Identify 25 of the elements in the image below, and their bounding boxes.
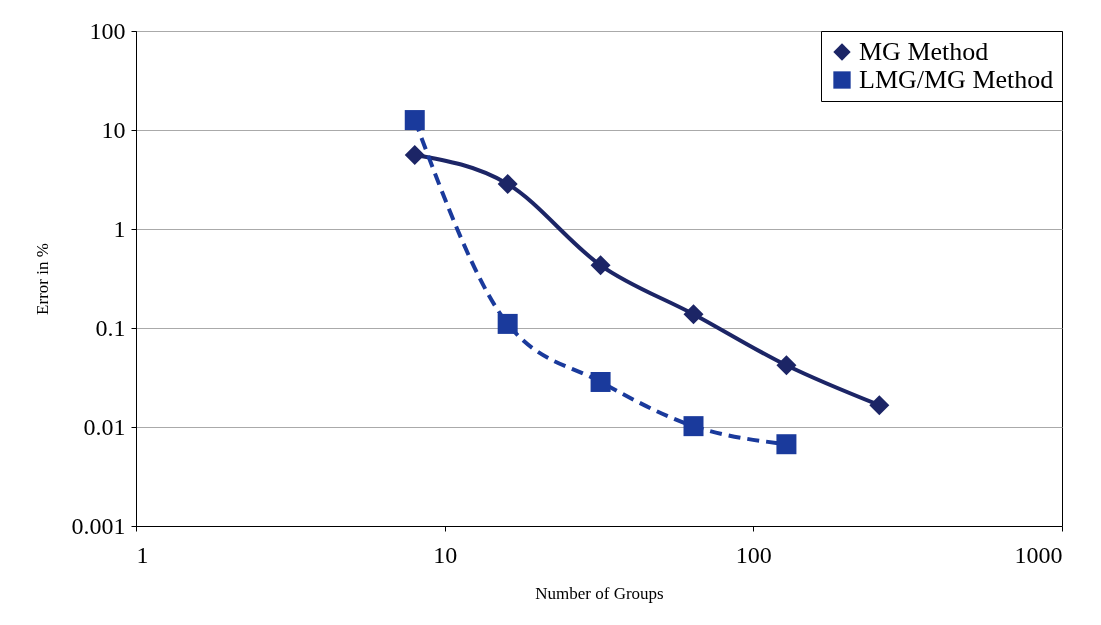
point <box>683 304 704 325</box>
y-tick-label: 100 <box>89 17 126 44</box>
x-axis-title: Number of Groups <box>535 583 664 603</box>
point <box>404 144 425 165</box>
point <box>497 313 518 334</box>
point <box>590 255 611 276</box>
point <box>404 110 425 131</box>
point <box>869 395 890 416</box>
point <box>497 173 518 194</box>
x-tick-label: 10 <box>433 541 458 568</box>
point <box>590 371 611 392</box>
y-tick-label: 0.01 <box>83 413 126 440</box>
point <box>683 416 704 437</box>
legend-label: LMG/MG Method <box>859 65 1054 94</box>
y-tick-label: 0.1 <box>95 314 126 341</box>
y-tick-label: 1 <box>113 215 126 242</box>
x-tick-label: 100 <box>735 541 772 568</box>
y-axis-title: Error in % <box>32 243 52 315</box>
legend-label: MG Method <box>859 37 989 66</box>
x-tick-label: 1000 <box>1014 541 1063 568</box>
y-tick-label: 0.001 <box>71 512 126 539</box>
point <box>776 355 797 376</box>
y-tick-label: 10 <box>101 116 126 143</box>
point <box>776 434 797 455</box>
x-tick-label: 1 <box>136 541 149 568</box>
